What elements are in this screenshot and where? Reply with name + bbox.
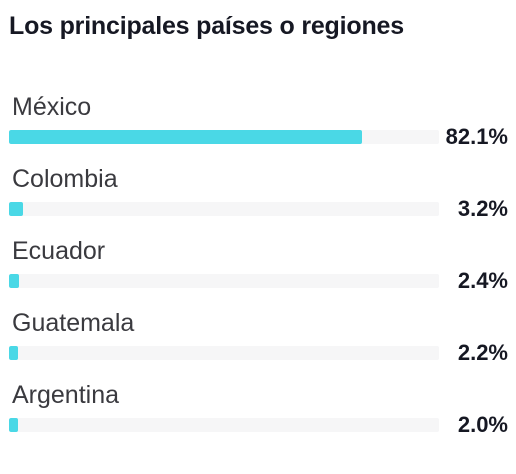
region-percent: 3.2% — [457, 196, 508, 221]
panel-title: Los principales países o regiones — [9, 12, 404, 40]
region-name: Argentina — [12, 381, 120, 409]
region-name: Ecuador — [12, 237, 106, 265]
region-row-colombia: Colombia 3.2% — [0, 160, 516, 232]
region-percent: 82.1% — [445, 124, 508, 149]
region-list: México 82.1% Colombia 3.2% Ecuador 2.4% … — [0, 88, 516, 448]
region-bar-fill — [9, 418, 18, 432]
region-name: Guatemala — [12, 309, 135, 337]
region-bar-fill — [9, 130, 363, 144]
region-bar-fill — [9, 202, 23, 216]
region-percent: 2.2% — [457, 340, 508, 365]
region-name: México — [12, 93, 92, 121]
region-row-argentina: Argentina 2.0% — [0, 376, 516, 448]
region-bar-track — [9, 274, 439, 288]
region-bar-track — [9, 130, 439, 144]
region-row-ecuador: Ecuador 2.4% — [0, 232, 516, 304]
region-bar-track — [9, 418, 439, 432]
region-row-guatemala: Guatemala 2.2% — [0, 304, 516, 376]
region-percent: 2.4% — [457, 268, 508, 293]
region-row-mexico: México 82.1% — [0, 88, 516, 160]
region-bar-track — [9, 202, 439, 216]
region-bar-track — [9, 346, 439, 360]
region-name: Colombia — [12, 165, 118, 193]
region-percent: 2.0% — [457, 412, 508, 437]
region-bar-fill — [9, 346, 19, 360]
region-bar-fill — [9, 274, 20, 288]
